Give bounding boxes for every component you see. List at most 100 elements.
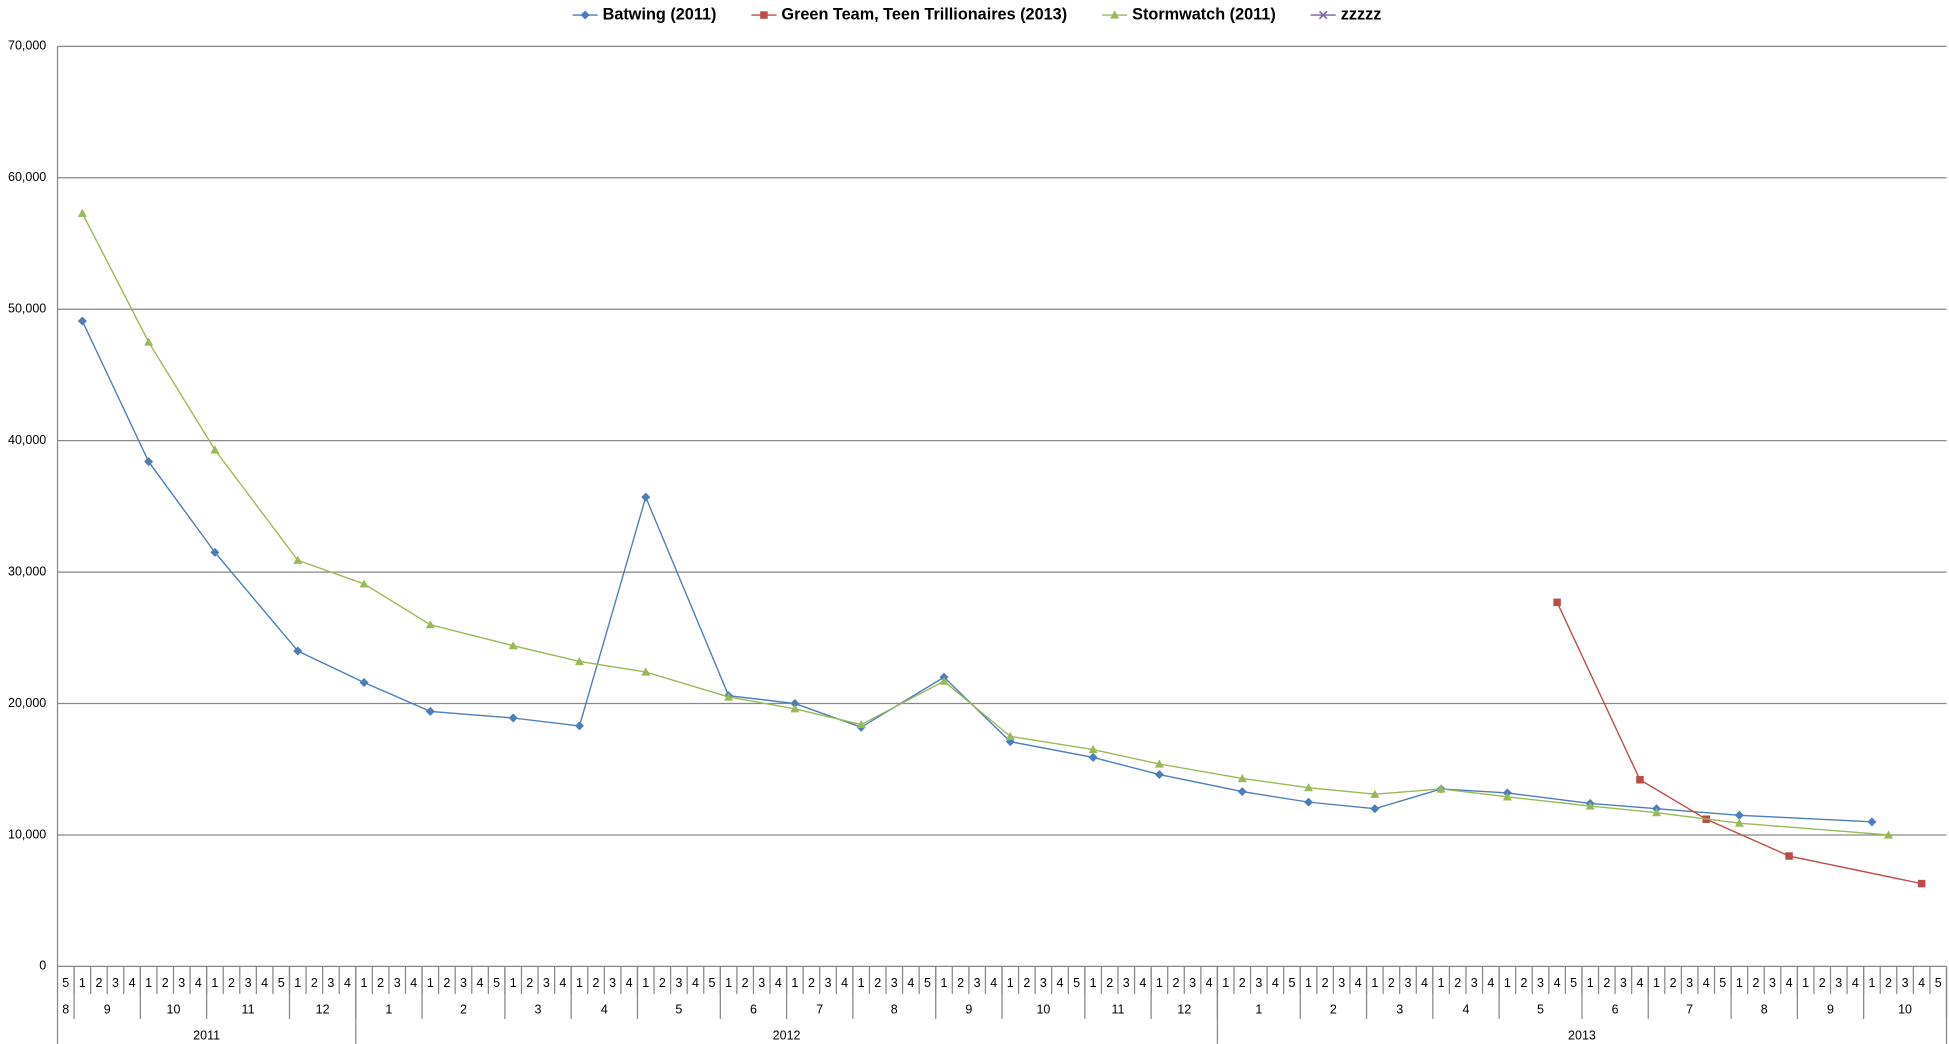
month-label: 7 (816, 1002, 823, 1016)
x-tick-label: 4 (692, 976, 699, 990)
line-segment (1374, 788, 1442, 795)
point-marker (508, 713, 518, 723)
month-label: 1 (385, 1002, 392, 1016)
x-tick-label: 4 (1786, 976, 1793, 990)
line-segment (1656, 811, 1740, 824)
point-marker (1884, 830, 1894, 839)
line-segment (81, 320, 150, 462)
point-marker (939, 676, 949, 685)
line-segment (1374, 788, 1442, 810)
line-segment (1556, 602, 1641, 781)
line-segment (1010, 735, 1094, 751)
line-segment (1739, 814, 1872, 823)
x-tick-label: 4 (1057, 976, 1064, 990)
x-tick-label: 4 (1636, 976, 1643, 990)
y-tick-label: 0 (39, 959, 46, 973)
x-tick-label: 4 (559, 976, 566, 990)
x-tick-label: 4 (1355, 976, 1362, 990)
point-marker (425, 706, 435, 716)
month-label: 6 (1612, 1002, 1619, 1016)
month-label: 3 (535, 1002, 542, 1016)
point-marker (1636, 776, 1644, 784)
month-label: 10 (1036, 1002, 1050, 1016)
x-tick-label: 3 (609, 976, 616, 990)
line-segment (728, 694, 795, 705)
point-marker (1652, 808, 1662, 817)
x-tick-label: 4 (1852, 976, 1859, 990)
x-tick-label: 5 (1570, 976, 1577, 990)
point-marker (1785, 852, 1793, 860)
point-marker (574, 656, 584, 666)
x-tick-label: 3 (1338, 976, 1345, 990)
x-tick-label: 5 (62, 976, 69, 990)
month-label: 12 (1177, 1002, 1191, 1016)
point-marker (293, 555, 303, 564)
x-tick-label: 2 (1322, 976, 1329, 990)
x-tick-label: 3 (543, 976, 550, 990)
x-tick-label: 3 (1686, 976, 1693, 990)
line-segment (645, 671, 729, 698)
line-segment (513, 645, 580, 663)
y-tick-label: 30,000 (8, 564, 46, 578)
line-segment (860, 680, 945, 726)
legend-label: Green Team, Teen Trillionaires (2013) (781, 5, 1067, 23)
line-segment (148, 341, 216, 451)
legend: Batwing (2011) Green Team, Teen Trilliona… (572, 5, 1382, 23)
legend-label: zzzzz (1341, 5, 1382, 23)
x-tick-label: 1 (294, 976, 301, 990)
line-segment (81, 212, 150, 343)
point-marker (1436, 784, 1446, 793)
x-tick-label: 1 (576, 976, 583, 990)
x-tick-label: 4 (1421, 976, 1428, 990)
point-marker (144, 337, 154, 346)
line-segment (1010, 740, 1094, 759)
line-segment (1242, 790, 1309, 803)
line-segment (794, 708, 862, 726)
month-label: 11 (242, 1002, 255, 1016)
point-marker (1237, 773, 1247, 783)
x-tick-label: 1 (1438, 976, 1445, 990)
x-tick-label: 5 (278, 976, 285, 990)
x-tick-label: 2 (1819, 976, 1826, 990)
line-segment (430, 710, 514, 719)
x-tick-label: 3 (891, 976, 898, 990)
point-marker (580, 10, 590, 20)
line-segment (297, 559, 365, 585)
point-marker (1237, 787, 1247, 797)
month-label: 5 (675, 1002, 682, 1016)
legend-label: Batwing (2011) (603, 5, 717, 23)
x-tick-label: 2 (874, 976, 881, 990)
x-tick-label: 3 (245, 976, 252, 990)
line-segment (1507, 792, 1591, 805)
month-label: 4 (601, 1002, 608, 1016)
point-marker (856, 720, 866, 729)
legend-item: Stormwatch (2011) (1102, 5, 1276, 23)
x-tick-label: 1 (1868, 976, 1875, 990)
x-tick-label: 3 (327, 976, 334, 990)
line-segment (943, 680, 1011, 737)
point-marker (359, 579, 369, 588)
line-segment (1159, 773, 1243, 793)
point-marker (1553, 598, 1561, 607)
point-marker (1154, 770, 1164, 780)
x-tick-label: 2 (228, 976, 235, 990)
x-tick-label: 3 (1620, 976, 1627, 990)
x-tick-label: 5 (1719, 976, 1726, 990)
line-segment (1788, 855, 1922, 885)
x-tick-label: 4 (1918, 976, 1925, 990)
x-tick-label: 2 (1173, 976, 1180, 990)
x-tick-label: 3 (1123, 976, 1130, 990)
x-tick-label: 4 (1554, 976, 1561, 990)
x-tick-label: 4 (344, 976, 351, 990)
point-marker (1304, 797, 1314, 807)
point-marker (790, 699, 800, 709)
x-tick-label: 3 (675, 976, 682, 990)
line-segment (1739, 822, 1889, 836)
year-label: 2011 (193, 1029, 220, 1043)
line-segment (297, 650, 365, 684)
point-marker (1110, 10, 1120, 19)
line-segment (363, 583, 431, 626)
point-marker (359, 678, 369, 688)
month-label: 9 (965, 1002, 972, 1016)
